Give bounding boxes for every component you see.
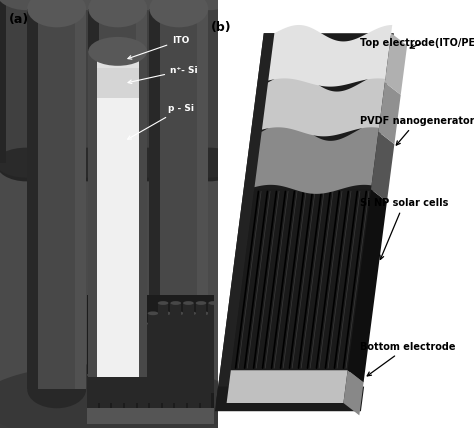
Polygon shape bbox=[27, 9, 37, 389]
Ellipse shape bbox=[27, 371, 86, 408]
Polygon shape bbox=[57, 0, 118, 163]
Ellipse shape bbox=[0, 364, 240, 428]
Ellipse shape bbox=[179, 148, 240, 178]
Ellipse shape bbox=[118, 144, 179, 181]
Polygon shape bbox=[167, 0, 179, 163]
Ellipse shape bbox=[88, 371, 147, 408]
Polygon shape bbox=[343, 370, 364, 415]
Ellipse shape bbox=[57, 144, 118, 181]
Polygon shape bbox=[97, 51, 139, 377]
Text: Si NP solar cells: Si NP solar cells bbox=[360, 198, 448, 259]
Polygon shape bbox=[88, 9, 99, 389]
Text: (a): (a) bbox=[9, 13, 29, 26]
Ellipse shape bbox=[179, 0, 240, 10]
Text: (b): (b) bbox=[211, 21, 232, 34]
Polygon shape bbox=[227, 370, 347, 403]
Polygon shape bbox=[371, 132, 394, 202]
Polygon shape bbox=[45, 0, 57, 163]
Polygon shape bbox=[149, 9, 208, 389]
Polygon shape bbox=[0, 0, 57, 163]
Polygon shape bbox=[57, 0, 67, 163]
Text: PVDF nanogenerator: PVDF nanogenerator bbox=[360, 116, 474, 145]
Polygon shape bbox=[106, 0, 118, 163]
Ellipse shape bbox=[57, 0, 118, 10]
Text: Bottom electrode: Bottom electrode bbox=[360, 342, 456, 376]
Polygon shape bbox=[118, 0, 128, 163]
Polygon shape bbox=[136, 9, 147, 389]
Ellipse shape bbox=[118, 0, 179, 10]
Ellipse shape bbox=[88, 0, 147, 27]
Polygon shape bbox=[136, 9, 147, 389]
Polygon shape bbox=[268, 25, 392, 86]
Polygon shape bbox=[97, 68, 139, 98]
Text: ITO: ITO bbox=[128, 36, 190, 59]
Ellipse shape bbox=[0, 0, 57, 10]
Polygon shape bbox=[228, 0, 240, 163]
Polygon shape bbox=[385, 33, 407, 95]
Polygon shape bbox=[197, 9, 208, 389]
Polygon shape bbox=[0, 0, 6, 163]
Text: n⁺- Si: n⁺- Si bbox=[128, 66, 198, 83]
Polygon shape bbox=[262, 74, 386, 137]
Polygon shape bbox=[97, 98, 139, 377]
Polygon shape bbox=[0, 394, 218, 428]
Ellipse shape bbox=[88, 0, 147, 27]
Ellipse shape bbox=[149, 371, 208, 408]
Polygon shape bbox=[75, 9, 86, 389]
Polygon shape bbox=[27, 9, 86, 389]
Ellipse shape bbox=[118, 148, 179, 178]
Polygon shape bbox=[215, 386, 364, 411]
Text: p - Si: p - Si bbox=[128, 104, 194, 139]
Polygon shape bbox=[149, 9, 160, 389]
Polygon shape bbox=[97, 51, 139, 68]
Polygon shape bbox=[88, 9, 99, 389]
Ellipse shape bbox=[0, 144, 57, 181]
Polygon shape bbox=[347, 189, 387, 383]
Ellipse shape bbox=[88, 37, 147, 66]
Polygon shape bbox=[0, 0, 218, 428]
Polygon shape bbox=[88, 9, 147, 389]
Polygon shape bbox=[255, 123, 380, 194]
Polygon shape bbox=[88, 51, 97, 377]
Polygon shape bbox=[179, 0, 240, 163]
Ellipse shape bbox=[0, 148, 57, 178]
Polygon shape bbox=[216, 33, 274, 403]
Polygon shape bbox=[216, 33, 394, 403]
Ellipse shape bbox=[27, 0, 86, 27]
Polygon shape bbox=[179, 0, 190, 163]
Polygon shape bbox=[139, 51, 147, 377]
Polygon shape bbox=[231, 189, 371, 370]
Ellipse shape bbox=[88, 371, 147, 408]
Text: Top electrode(ITO/PES): Top electrode(ITO/PES) bbox=[360, 38, 474, 48]
Ellipse shape bbox=[57, 148, 118, 178]
Polygon shape bbox=[118, 0, 179, 163]
Ellipse shape bbox=[149, 0, 208, 27]
Polygon shape bbox=[378, 83, 401, 144]
Ellipse shape bbox=[179, 144, 240, 181]
Polygon shape bbox=[88, 9, 147, 389]
